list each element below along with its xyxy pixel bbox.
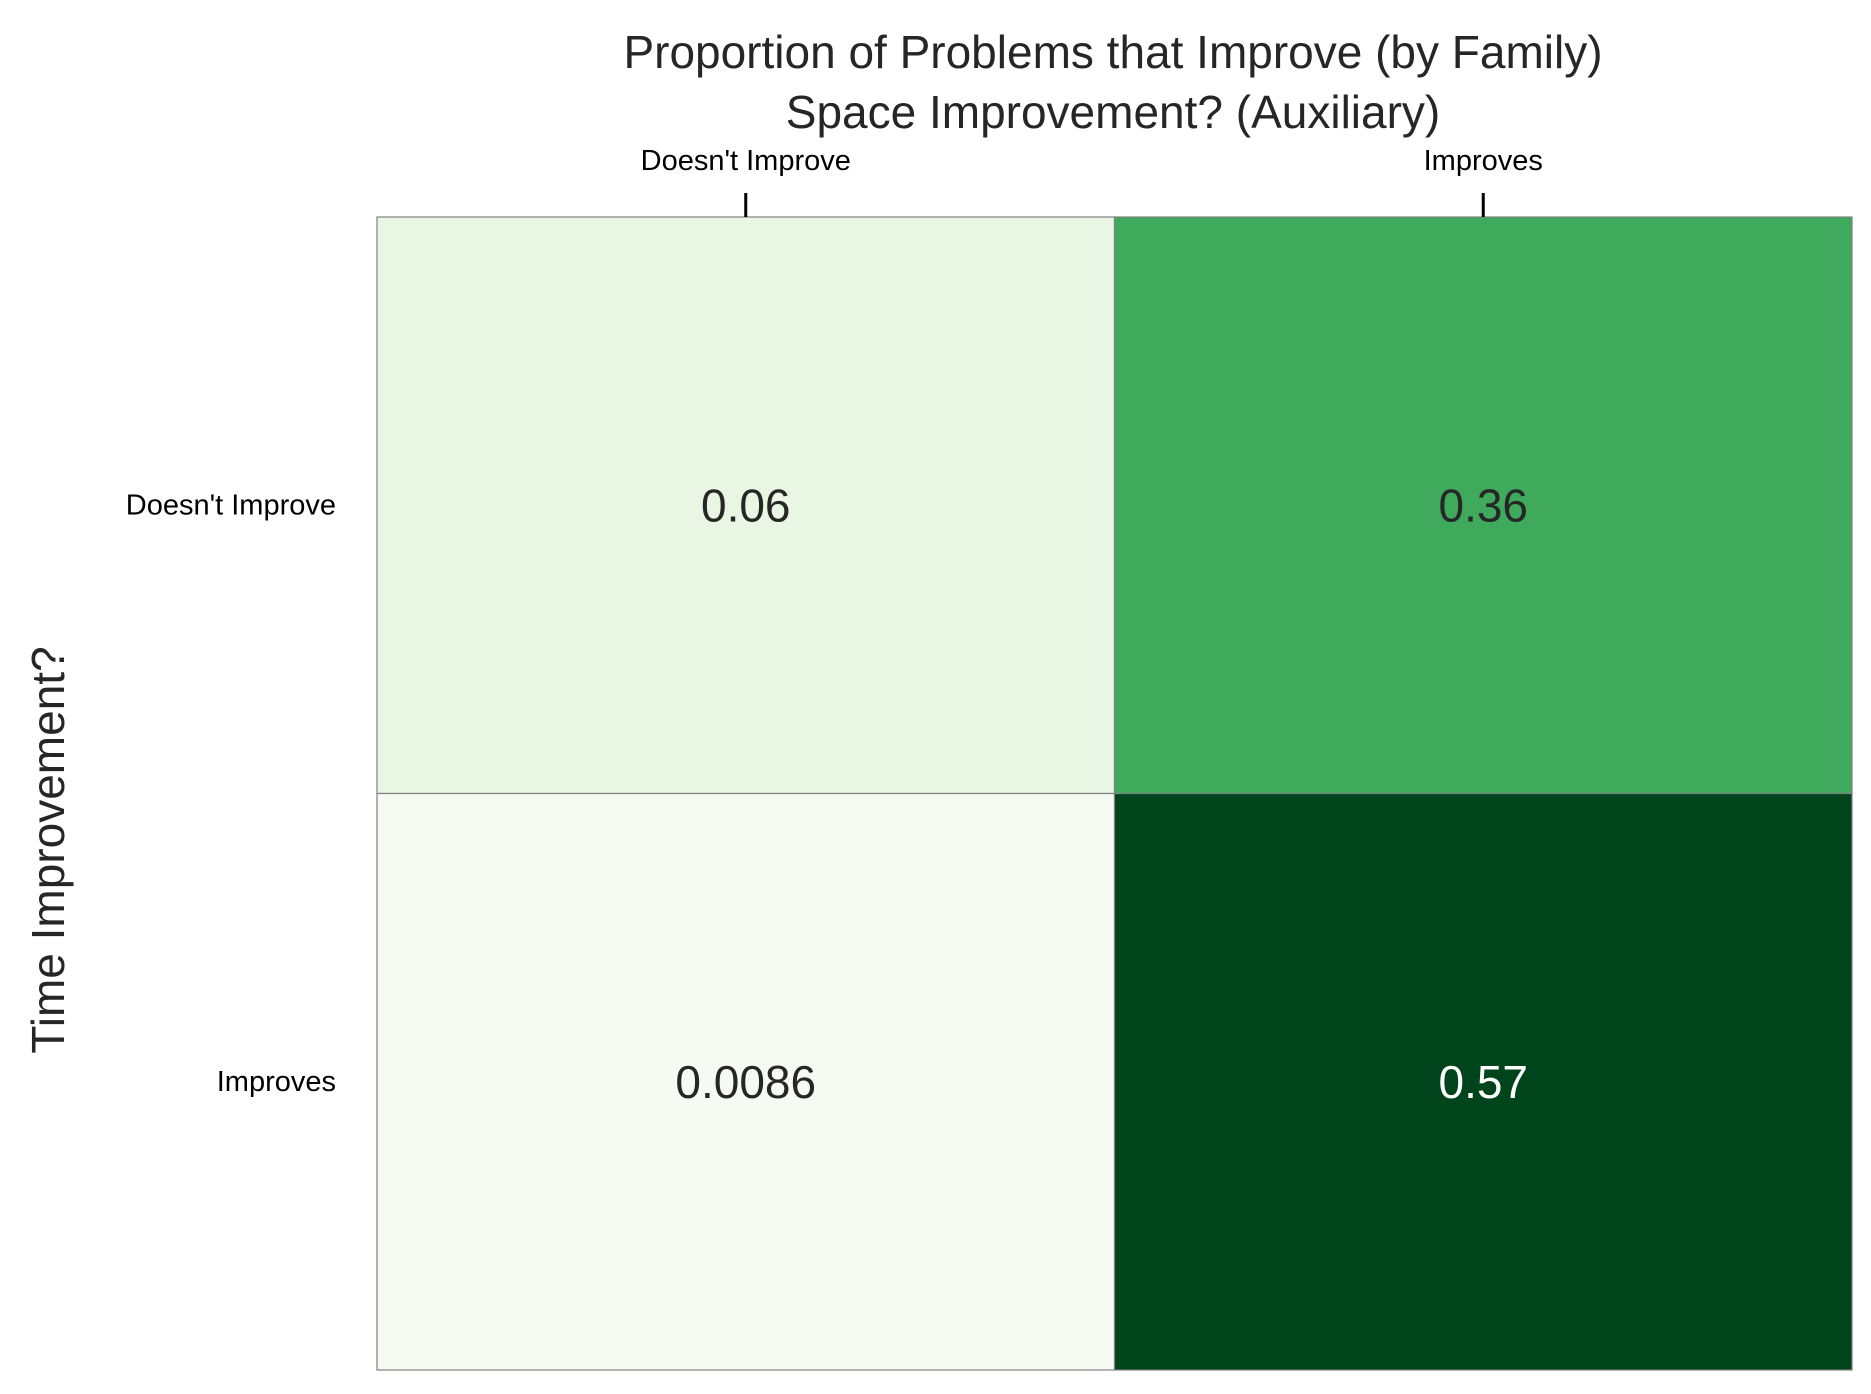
x-axis-ticks: Doesn't Improve Improves (641, 145, 1543, 217)
chart-subtitle: Space Improvement? (Auxiliary) (786, 86, 1440, 138)
y-tick-label-0: Doesn't Improve (126, 489, 336, 521)
x-tick-label-1: Improves (1424, 145, 1543, 177)
heatmap-cell-r1-c0 (376, 792, 1116, 1371)
cell-value-label-r1-c1: 0.57 (1438, 1056, 1528, 1108)
y-axis-ticks: Doesn't Improve Improves (126, 489, 336, 1098)
cell-value-label-r0-c0: 0.06 (701, 479, 791, 531)
y-tick-label-1: Improves (217, 1066, 336, 1098)
heatmap-cell-r1-c1 (1113, 792, 1853, 1371)
heatmap-cells: 0.06 0.36 0.0086 0.57 (376, 216, 1853, 1371)
y-axis-label: Time Improvement? (22, 646, 74, 1053)
cell-value-label-r0-c1: 0.36 (1438, 479, 1528, 531)
cell-value-label-r1-c0: 0.0086 (675, 1056, 816, 1108)
x-tick-label-0: Doesn't Improve (641, 145, 851, 177)
chart-title: Proportion of Problems that Improve (by … (623, 26, 1602, 78)
heatmap-cell-r0-c0 (376, 216, 1116, 795)
